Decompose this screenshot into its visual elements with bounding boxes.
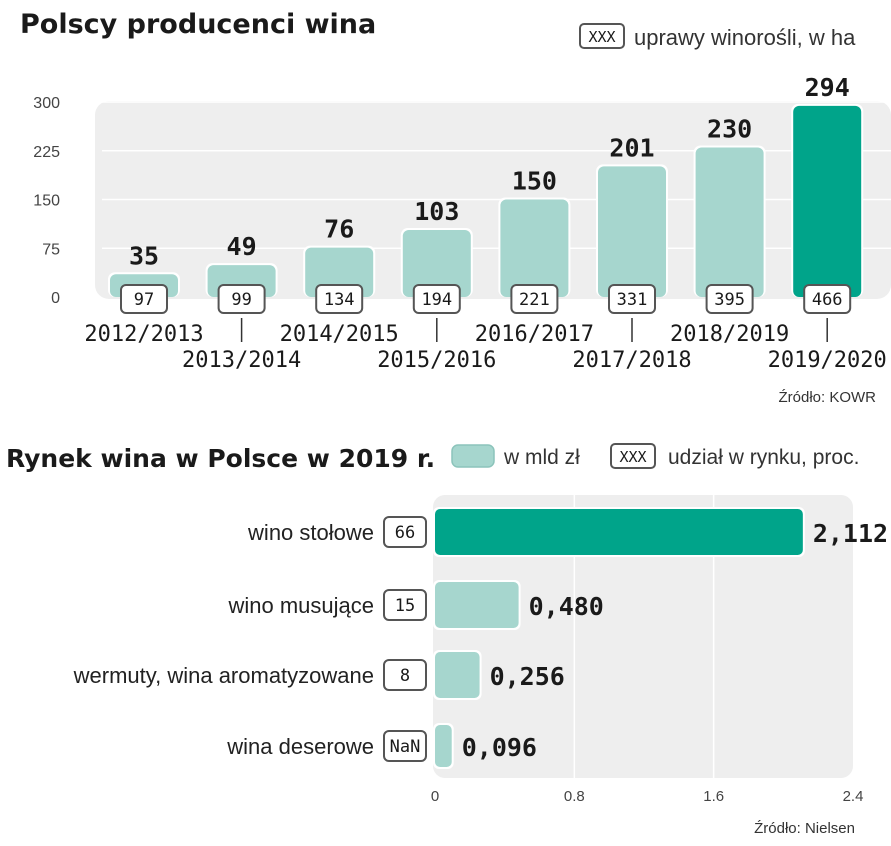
- chart1-area-label: 194: [421, 290, 452, 310]
- chart1-value-label: 103: [414, 197, 459, 226]
- chart1-y-tick: 75: [42, 241, 60, 258]
- chart2-category-label: wina deserowe: [226, 734, 374, 759]
- chart2-x-axis: 0 0.8 1.6 2.4: [431, 788, 864, 805]
- chart2-value-label: 0,256: [490, 662, 565, 691]
- chart1-area-box: [608, 284, 656, 314]
- chart1-area-label: 99: [231, 290, 251, 310]
- chart2-x-tick: 0: [431, 788, 439, 805]
- chart1-y-tick: 225: [33, 144, 60, 161]
- chart1-area-box: [120, 284, 168, 314]
- chart1-value-label: 35: [129, 241, 159, 270]
- chart1-y-tick: 0: [51, 290, 60, 307]
- chart2-bar: [435, 509, 803, 555]
- chart2-x-tick: 2.4: [843, 788, 864, 805]
- chart1-x-axis: 2012/20132013/20142014/20152015/20162016…: [84, 318, 887, 373]
- chart2-value-label: 2,112: [813, 519, 888, 548]
- chart1-value-label: 150: [512, 167, 557, 196]
- chart1-x-label: 2013/2014: [182, 348, 301, 373]
- chart2-share-box: [383, 516, 427, 548]
- chart1-x-label: 2012/2013: [84, 322, 203, 347]
- chart2-plot-area: [433, 495, 853, 778]
- chart1-bars: 35 97 49 99 76 134 103 194 150 221 201 331 230 395 294…: [108, 73, 864, 314]
- chart1-area-box: [510, 284, 559, 314]
- chart1-value-label: 230: [707, 115, 752, 144]
- chart2-bar: [435, 725, 452, 767]
- chart2-category-label: wino musujące: [227, 593, 374, 618]
- chart2-share-box: [383, 589, 427, 621]
- chart1-bar: [402, 230, 471, 297]
- chart1-value-label: 76: [324, 215, 354, 244]
- chart1-bar: [695, 147, 764, 297]
- chart2-category-label: wino stołowe: [247, 520, 374, 545]
- chart1-area-label: 331: [617, 290, 648, 310]
- chart1-x-label: 2018/2019: [670, 322, 789, 347]
- chart2-share-box: [383, 659, 427, 691]
- chart1-area-label: 221: [519, 290, 550, 310]
- chart1-x-label: 2014/2015: [280, 322, 399, 347]
- chart2-legend-swatch-label: w mld zł: [503, 446, 580, 469]
- chart1-area-box: [315, 284, 364, 314]
- chart2-bar: [435, 582, 519, 628]
- chart2-share-label: 15: [395, 596, 415, 616]
- chart2-bars: 2,112 66 wino stołowe 0,480 15 wino musujące 0…: [73, 507, 888, 769]
- chart1-title: Polscy producenci wina: [20, 9, 376, 40]
- chart1-area-box: [412, 284, 461, 314]
- chart1-value-label: 49: [227, 232, 257, 261]
- chart1-value-label: 294: [805, 73, 850, 102]
- chart1-x-label: 2019/2020: [768, 348, 887, 373]
- chart2-legend-box-label: XXX: [619, 448, 646, 466]
- chart1-y-tick: 300: [33, 95, 60, 112]
- chart1-source: Źródło: KOWR: [778, 389, 876, 406]
- chart2-title: Rynek wina w Polsce w 2019 r.: [6, 444, 435, 473]
- chart2-share-label: NaN: [390, 737, 421, 757]
- chart1-legend-box-label: XXX: [588, 28, 615, 46]
- chart1-x-label: 2016/2017: [475, 322, 594, 347]
- chart1-legend-label: uprawy winorośli, w ha: [634, 25, 856, 50]
- chart2-x-tick: 1.6: [703, 788, 724, 805]
- chart1-area-box: [803, 284, 852, 314]
- chart2-source: Źródło: Nielsen: [754, 820, 855, 837]
- chart1-area-label: 97: [134, 290, 154, 310]
- chart1-value-label: 201: [609, 133, 654, 162]
- chart1-x-label: 2017/2018: [572, 348, 691, 373]
- chart1-area-label: 395: [714, 290, 745, 310]
- chart2-share-label: 66: [395, 523, 415, 543]
- chart1-area-label: 134: [324, 290, 355, 310]
- chart2-value-label: 0,096: [462, 733, 537, 762]
- chart2-legend-label: udział w rynku, proc.: [668, 446, 859, 469]
- chart1-bar: [500, 199, 569, 297]
- chart2-category-label: wermuty, wina aromatyzowane: [73, 663, 374, 688]
- chart2-legend-box: [610, 443, 656, 469]
- chart2-legend-swatch: [451, 444, 495, 468]
- chart2-share-label: 8: [400, 666, 410, 686]
- chart1-legend-box: [579, 23, 625, 49]
- chart2-bar: [435, 652, 480, 698]
- chart1-x-label: 2015/2016: [377, 348, 496, 373]
- chart2-x-tick: 0.8: [564, 788, 585, 805]
- chart2-share-box: [383, 730, 427, 762]
- chart1-area-label: 466: [812, 290, 843, 310]
- chart1-bar: [598, 166, 666, 297]
- chart1-area-box: [705, 284, 754, 314]
- chart1-y-tick: 150: [33, 193, 60, 210]
- chart1-y-axis: 0 75 150 225 300: [33, 95, 60, 307]
- chart1-area-box: [217, 284, 266, 314]
- chart2-value-label: 0,480: [529, 592, 604, 621]
- chart1-bar: [793, 105, 862, 298]
